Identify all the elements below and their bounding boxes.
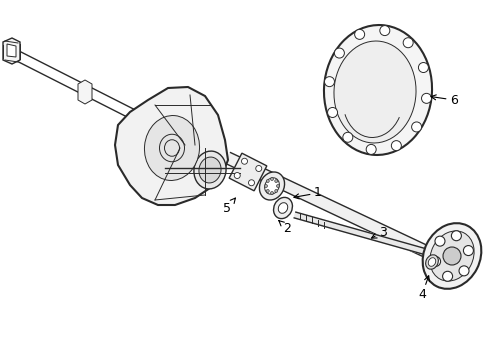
Text: 3: 3 (371, 225, 386, 238)
Polygon shape (7, 44, 16, 57)
Circle shape (270, 177, 273, 180)
Circle shape (276, 184, 279, 188)
Circle shape (463, 246, 472, 256)
Polygon shape (229, 153, 266, 191)
Circle shape (421, 93, 430, 103)
Circle shape (402, 38, 412, 48)
Circle shape (264, 184, 267, 188)
Circle shape (248, 180, 254, 186)
Ellipse shape (264, 178, 279, 194)
Polygon shape (3, 38, 20, 64)
Polygon shape (225, 153, 442, 264)
Circle shape (442, 247, 460, 265)
Circle shape (430, 256, 440, 266)
Text: 1: 1 (293, 186, 321, 199)
Circle shape (458, 266, 468, 276)
Polygon shape (78, 80, 92, 104)
Text: 6: 6 (430, 94, 457, 107)
Polygon shape (115, 87, 227, 205)
Ellipse shape (278, 203, 287, 213)
Text: 4: 4 (417, 276, 428, 302)
Circle shape (450, 231, 461, 241)
Ellipse shape (324, 25, 431, 155)
Ellipse shape (425, 255, 437, 269)
Circle shape (270, 192, 273, 194)
Polygon shape (294, 212, 430, 256)
Circle shape (274, 180, 277, 183)
Circle shape (434, 236, 444, 246)
Ellipse shape (144, 116, 199, 180)
Circle shape (265, 189, 269, 193)
Ellipse shape (273, 197, 292, 219)
Circle shape (342, 132, 352, 142)
Text: 5: 5 (223, 198, 235, 215)
Ellipse shape (429, 231, 473, 281)
Circle shape (390, 141, 401, 150)
Circle shape (324, 77, 334, 87)
Ellipse shape (427, 258, 435, 266)
Ellipse shape (333, 41, 415, 143)
Circle shape (265, 180, 269, 183)
Circle shape (379, 26, 389, 36)
Circle shape (442, 271, 452, 281)
Circle shape (354, 30, 364, 39)
Circle shape (234, 172, 240, 179)
Ellipse shape (422, 223, 480, 289)
Text: 2: 2 (278, 221, 290, 234)
Circle shape (274, 189, 277, 193)
Circle shape (418, 63, 427, 72)
Ellipse shape (259, 172, 284, 200)
Circle shape (334, 48, 344, 58)
Ellipse shape (194, 151, 225, 189)
Circle shape (241, 158, 247, 164)
Circle shape (411, 122, 421, 132)
Circle shape (327, 108, 337, 117)
Ellipse shape (199, 157, 221, 183)
Circle shape (255, 166, 261, 171)
Circle shape (366, 144, 375, 154)
